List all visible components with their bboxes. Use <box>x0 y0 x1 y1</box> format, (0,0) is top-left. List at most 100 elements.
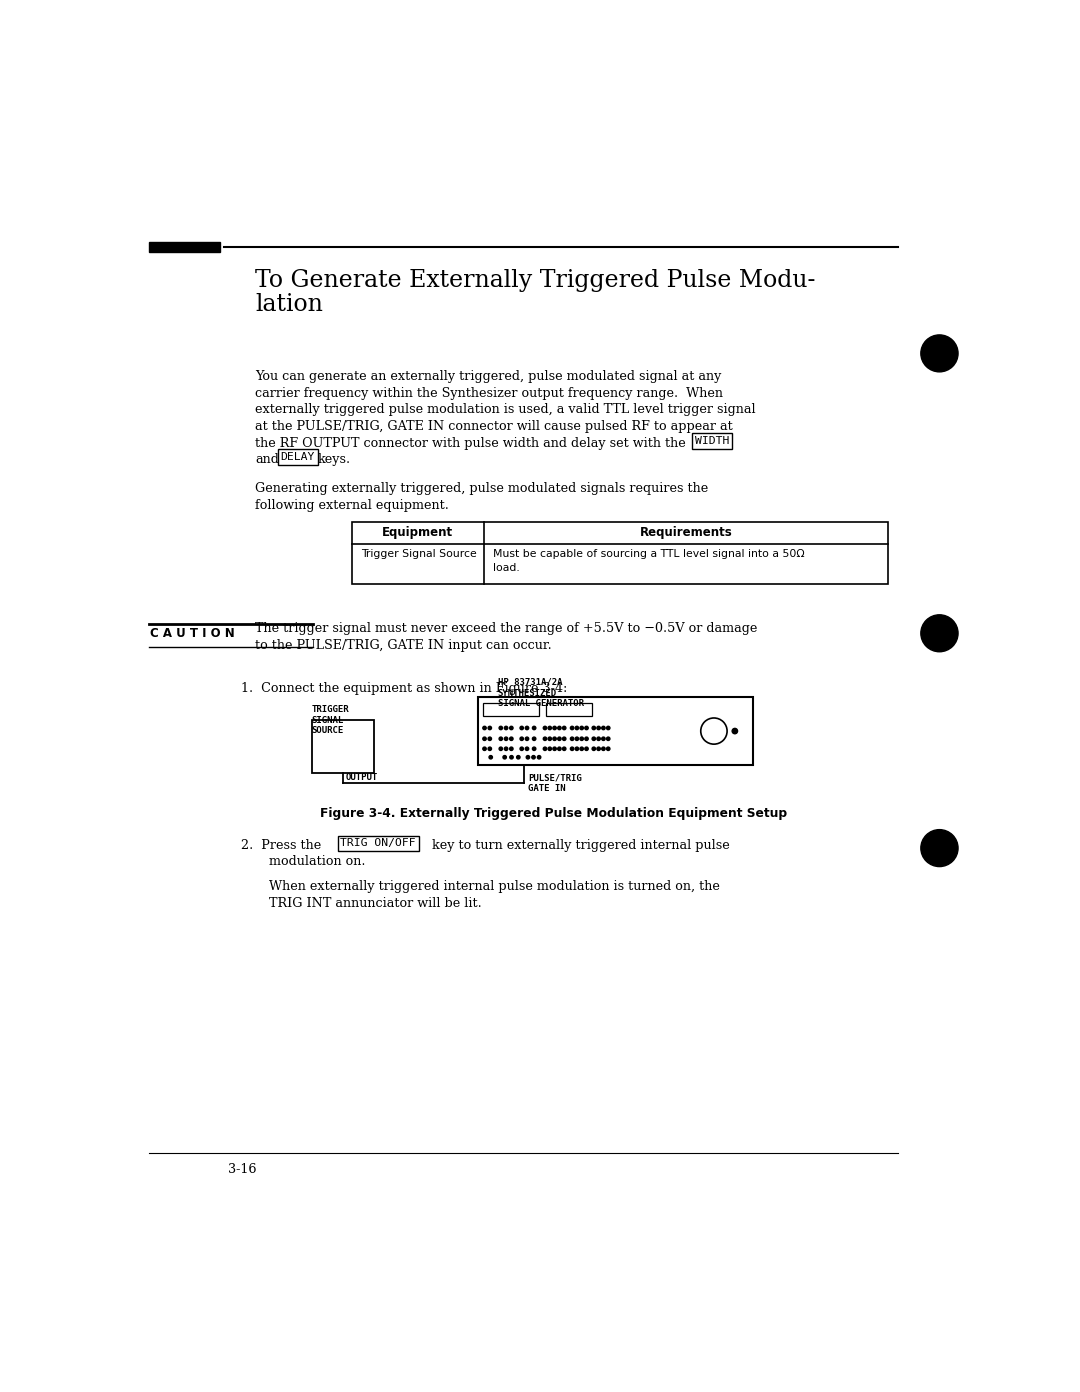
Text: Trigger Signal Source: Trigger Signal Source <box>362 548 477 558</box>
Circle shape <box>510 748 513 750</box>
Circle shape <box>488 727 491 729</box>
Circle shape <box>602 727 605 729</box>
Circle shape <box>553 738 556 741</box>
Text: Figure 3-4. Externally Triggered Pulse Modulation Equipment Setup: Figure 3-4. Externally Triggered Pulse M… <box>320 806 787 820</box>
Circle shape <box>548 748 552 750</box>
Text: You can generate an externally triggered, pulse modulated signal at any: You can generate an externally triggered… <box>255 370 721 383</box>
Text: 1.  Connect the equipment as shown in Figure 3-4:: 1. Connect the equipment as shown in Fig… <box>241 682 568 695</box>
Circle shape <box>553 727 556 729</box>
Circle shape <box>503 756 507 759</box>
Circle shape <box>526 756 529 759</box>
Text: lation: lation <box>255 294 323 316</box>
Circle shape <box>921 335 958 372</box>
Text: the RF OUTPUT connector with pulse width and delay set with the: the RF OUTPUT connector with pulse width… <box>255 437 686 450</box>
Circle shape <box>580 748 583 750</box>
Text: following external equipment.: following external equipment. <box>255 498 449 512</box>
Text: keys.: keys. <box>318 452 351 466</box>
Circle shape <box>597 738 600 741</box>
Text: SIGNAL GENERATOR: SIGNAL GENERATOR <box>498 700 583 709</box>
Circle shape <box>483 727 486 729</box>
Text: carrier frequency within the Synthesizer output frequency range.  When: carrier frequency within the Synthesizer… <box>255 387 724 400</box>
Text: to the PULSE/TRIG, GATE IN input can occur.: to the PULSE/TRIG, GATE IN input can occ… <box>255 639 552 651</box>
Circle shape <box>580 738 583 741</box>
Circle shape <box>504 738 508 741</box>
Circle shape <box>525 738 529 741</box>
Circle shape <box>563 738 566 741</box>
Circle shape <box>483 748 486 750</box>
Circle shape <box>607 748 610 750</box>
Circle shape <box>499 727 502 729</box>
Text: load.: load. <box>494 564 519 574</box>
Text: TRIGGER: TRIGGER <box>312 704 349 714</box>
Text: PULSE/TRIG: PULSE/TRIG <box>528 774 582 782</box>
Circle shape <box>488 748 491 750</box>
Circle shape <box>584 727 589 729</box>
Circle shape <box>525 748 529 750</box>
Circle shape <box>921 830 958 867</box>
Text: and: and <box>255 452 279 466</box>
Circle shape <box>521 727 524 729</box>
Circle shape <box>592 738 595 741</box>
Bar <box>312 720 374 773</box>
Circle shape <box>557 727 562 729</box>
Circle shape <box>504 727 508 729</box>
Text: 2.  Press the: 2. Press the <box>241 839 322 852</box>
Circle shape <box>510 727 513 729</box>
Circle shape <box>488 738 491 741</box>
Circle shape <box>602 738 605 741</box>
Circle shape <box>597 727 600 729</box>
Circle shape <box>499 738 502 741</box>
Circle shape <box>580 727 583 729</box>
Text: When externally triggered internal pulse modulation is turned on, the: When externally triggered internal pulse… <box>269 881 720 894</box>
Circle shape <box>576 738 579 741</box>
Text: To Generate Externally Triggered Pulse Modu-: To Generate Externally Triggered Pulse M… <box>255 269 815 292</box>
Text: SIGNAL: SIGNAL <box>312 715 343 725</box>
Text: SYNTHESIZED: SYNTHESIZED <box>498 689 557 697</box>
Text: The trigger signal must never exceed the range of +5.5V to −0.5V or damage: The trigger signal must never exceed the… <box>255 622 757 636</box>
Text: Generating externally triggered, pulse modulated signals requires the: Generating externally triggered, pulse m… <box>255 483 708 496</box>
Circle shape <box>499 748 502 750</box>
Text: WIDTH: WIDTH <box>694 436 729 445</box>
Circle shape <box>607 738 610 741</box>
Text: TRIG ON/OFF: TRIG ON/OFF <box>340 838 416 848</box>
Circle shape <box>921 615 958 651</box>
Circle shape <box>525 727 529 729</box>
Text: OUTPUT: OUTPUT <box>346 773 378 782</box>
Circle shape <box>732 728 738 734</box>
Circle shape <box>548 727 552 729</box>
Bar <box>545 703 592 715</box>
Circle shape <box>576 748 579 750</box>
Circle shape <box>543 738 546 741</box>
Circle shape <box>548 738 552 741</box>
Bar <box>477 697 753 766</box>
Bar <box>149 242 220 252</box>
Circle shape <box>576 727 579 729</box>
Text: externally triggered pulse modulation is used, a valid TTL level trigger signal: externally triggered pulse modulation is… <box>255 404 756 416</box>
Text: TRIG INT annunciator will be lit.: TRIG INT annunciator will be lit. <box>269 896 482 910</box>
Circle shape <box>483 738 486 741</box>
Circle shape <box>597 748 600 750</box>
Text: Equipment: Equipment <box>382 526 454 539</box>
Circle shape <box>504 748 508 750</box>
Circle shape <box>557 748 562 750</box>
Circle shape <box>570 727 573 729</box>
Text: at the PULSE/TRIG, GATE IN connector will cause pulsed RF to appear at: at the PULSE/TRIG, GATE IN connector wil… <box>255 420 733 433</box>
Circle shape <box>557 738 562 741</box>
Circle shape <box>543 748 546 750</box>
Circle shape <box>538 756 541 759</box>
Circle shape <box>531 756 536 759</box>
Text: GATE IN: GATE IN <box>528 785 566 793</box>
Circle shape <box>510 756 513 759</box>
Circle shape <box>532 738 536 741</box>
Text: key to turn externally triggered internal pulse: key to turn externally triggered interna… <box>432 839 730 852</box>
Bar <box>483 703 539 715</box>
Circle shape <box>602 748 605 750</box>
Text: Must be capable of sourcing a TTL level signal into a 50Ω: Must be capable of sourcing a TTL level … <box>494 548 805 558</box>
Circle shape <box>489 756 492 759</box>
Circle shape <box>516 756 521 759</box>
Text: 3-16: 3-16 <box>228 1164 257 1176</box>
Text: Requirements: Requirements <box>639 526 732 539</box>
Circle shape <box>532 727 536 729</box>
Circle shape <box>592 748 595 750</box>
Circle shape <box>584 748 589 750</box>
